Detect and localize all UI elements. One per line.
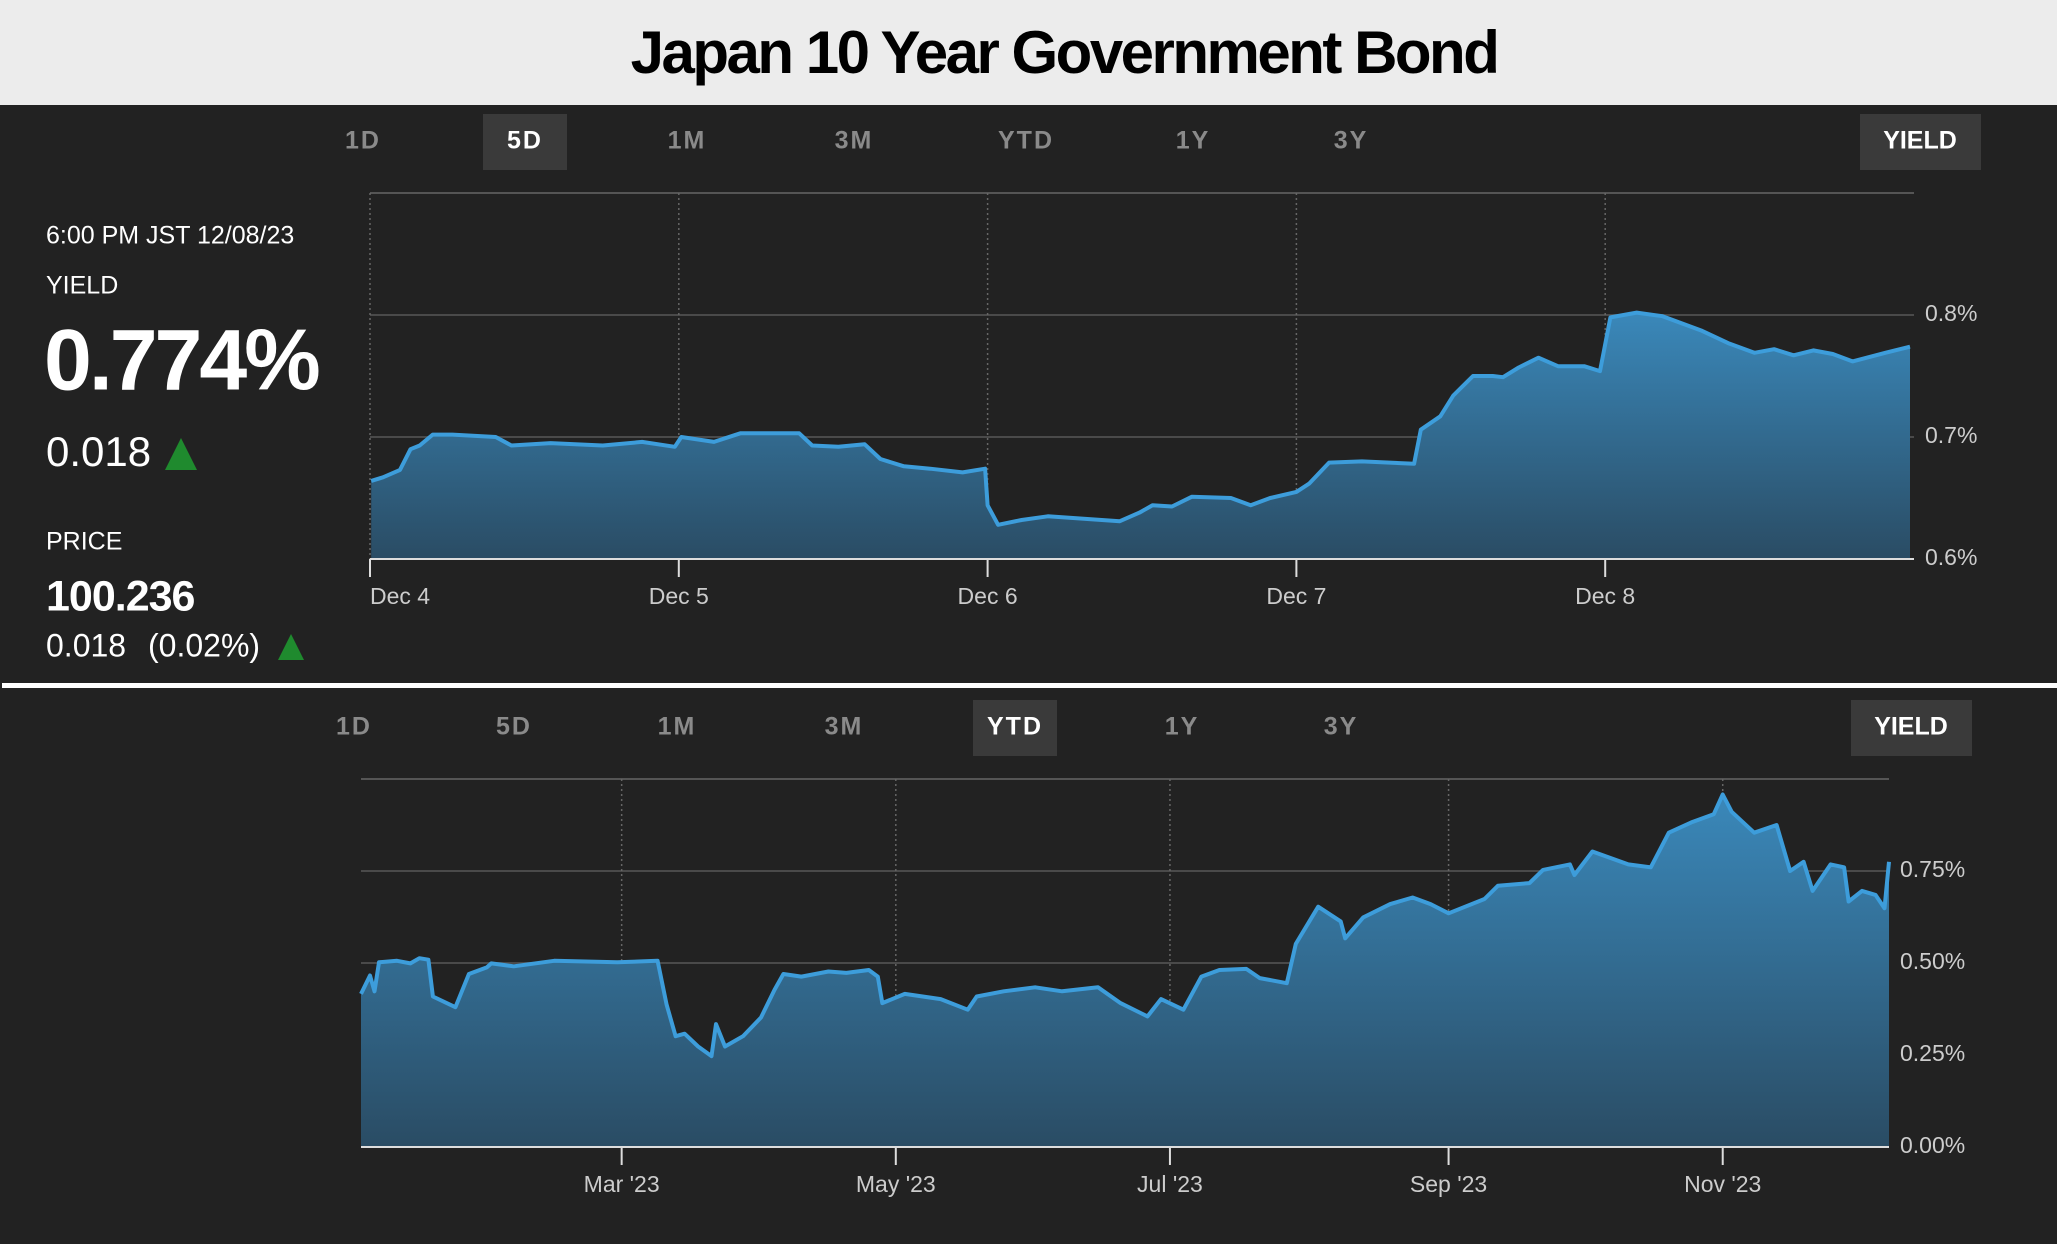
x-tick-label: Mar '23 bbox=[584, 1171, 660, 1197]
range-button-bg bbox=[483, 114, 567, 170]
page-title: Japan 10 Year Government Bond bbox=[631, 19, 1498, 86]
x-tick-label: Jul '23 bbox=[1137, 1171, 1203, 1197]
price-label: PRICE bbox=[46, 528, 122, 556]
x-tick-label: Dec 6 bbox=[958, 583, 1018, 609]
yield-line bbox=[370, 310, 1911, 527]
yield-value: 0.774% bbox=[44, 313, 319, 409]
y-tick-label: 0.25% bbox=[1900, 1040, 1965, 1066]
y-tick-label: 0.7% bbox=[1925, 422, 1977, 448]
up-arrow bbox=[278, 634, 304, 660]
range-button[interactable]: 1M bbox=[658, 713, 697, 741]
range-button[interactable]: 1Y bbox=[1165, 713, 1200, 741]
up-arrow bbox=[165, 438, 197, 470]
range-button[interactable]: 5D bbox=[507, 127, 543, 155]
price-change-pct: (0.02%) bbox=[148, 627, 260, 663]
range-button[interactable]: 1D bbox=[345, 127, 381, 155]
mode-button-bg bbox=[1860, 114, 1981, 170]
x-tick-label: Dec 8 bbox=[1575, 583, 1635, 609]
range-button[interactable]: 1Y bbox=[1176, 127, 1211, 155]
x-tick-label: Dec 5 bbox=[649, 583, 709, 609]
range-button[interactable]: 1D bbox=[336, 713, 372, 741]
x-tick-label: Dec 7 bbox=[1266, 583, 1326, 609]
y-tick-label: 0.75% bbox=[1900, 856, 1965, 882]
price-change: 0.018 bbox=[46, 627, 126, 663]
range-button[interactable]: 3M bbox=[825, 713, 864, 741]
area-fill bbox=[361, 794, 1889, 1147]
y-tick-label: 0.00% bbox=[1900, 1132, 1965, 1158]
x-tick-label: Dec 4 bbox=[370, 583, 430, 609]
y-tick-label: 0.6% bbox=[1925, 544, 1977, 570]
x-tick-label: Sep '23 bbox=[1410, 1171, 1487, 1197]
separator bbox=[2, 683, 2057, 688]
timestamp: 6:00 PM JST 12/08/23 bbox=[46, 222, 294, 250]
yield-label: YIELD bbox=[46, 272, 118, 300]
yield-line bbox=[359, 792, 1891, 1059]
mode-button[interactable]: YIELD bbox=[1874, 713, 1948, 741]
price-value: 100.236 bbox=[46, 572, 195, 620]
mode-button-bg bbox=[1851, 700, 1972, 756]
range-button[interactable]: 5D bbox=[496, 713, 532, 741]
y-tick-label: 0.50% bbox=[1900, 948, 1965, 974]
range-button-bg bbox=[973, 700, 1057, 756]
y-tick-label: 0.8% bbox=[1925, 300, 1977, 326]
range-button[interactable]: YTD bbox=[998, 127, 1054, 155]
yield-change: 0.018 bbox=[46, 428, 151, 475]
x-tick-label: May '23 bbox=[856, 1171, 936, 1197]
title-bar bbox=[0, 0, 2057, 105]
range-button[interactable]: 3Y bbox=[1334, 127, 1369, 155]
x-tick-label: Nov '23 bbox=[1684, 1171, 1761, 1197]
range-button[interactable]: 3Y bbox=[1324, 713, 1359, 741]
range-button[interactable]: YTD bbox=[987, 713, 1043, 741]
area-fill bbox=[371, 312, 1911, 559]
range-button[interactable]: 1M bbox=[668, 127, 707, 155]
mode-button[interactable]: YIELD bbox=[1883, 127, 1957, 155]
range-button[interactable]: 3M bbox=[835, 127, 874, 155]
